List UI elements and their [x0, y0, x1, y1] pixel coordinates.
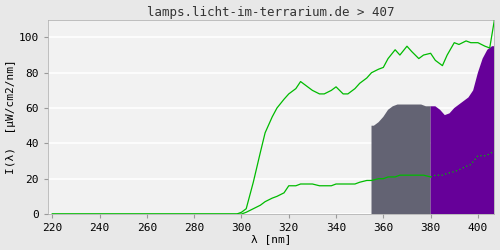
X-axis label: λ [nm]: λ [nm] — [251, 234, 292, 244]
Polygon shape — [372, 104, 430, 214]
Y-axis label: I(λ)  [μW/cm2/nm]: I(λ) [μW/cm2/nm] — [6, 60, 16, 174]
Polygon shape — [430, 46, 494, 214]
Title: lamps.licht-im-terrarium.de > 407: lamps.licht-im-terrarium.de > 407 — [148, 6, 395, 18]
